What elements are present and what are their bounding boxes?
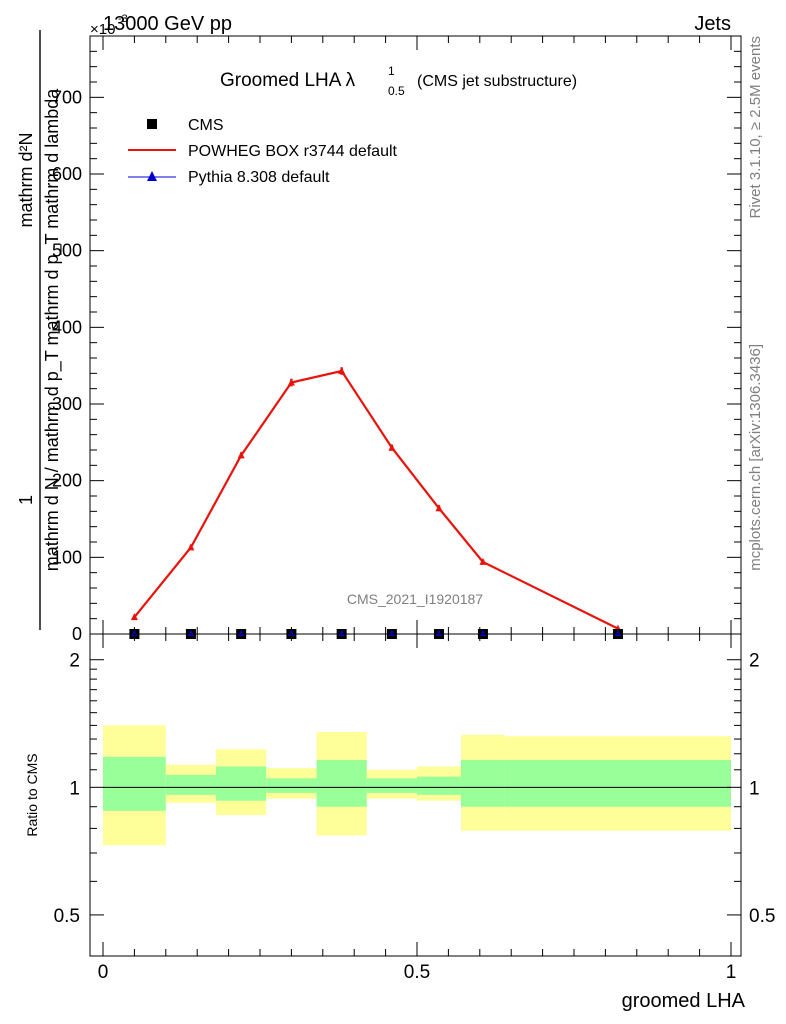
legend-pythia-label: Pythia 8.308 default [188,169,330,186]
main-ytick-label: 600 [52,164,82,184]
ratio-inner-band [417,776,461,795]
main-ytick-label: 500 [52,241,82,261]
ratio-ytick-label: 2 [69,651,80,672]
ylabel-numerator: 1 [16,495,36,505]
ratio-ytick-label-right: 1 [749,778,760,799]
powheg-point [435,504,443,512]
ratio-inner-band [316,760,367,807]
ratio-xtick-label: 0 [98,962,109,983]
ratio-inner-band [103,756,166,811]
ratio-inner-band [366,778,417,793]
exponent-marker: ×10 [90,21,115,38]
legend-cms-marker [147,119,157,129]
powheg-point [187,543,195,551]
title-suffix: (CMS jet substructure) [417,73,577,90]
ratio-ylabel: Ratio to CMS [24,753,40,836]
header-process-label: Jets [694,13,731,35]
title-sup: 1 [388,64,395,78]
analysis-watermark: CMS_2021_I1920187 [347,591,483,607]
rivet-label: Rivet 3.1.10, ≥ 2.5M events [747,36,764,219]
ratio-ytick-label-right: 0.5 [749,906,775,927]
ratio-xtick-label: 1 [726,962,737,983]
ratio-inner-band [460,760,505,807]
ratio-xtick-label: 0.5 [404,962,430,983]
ratio-ytick-label: 0.5 [54,906,80,927]
main-ytick-label: 200 [52,471,82,491]
ylabel-denominator: mathrm d N / mathrm d p_T mathrm d p_T m… [42,88,63,571]
ratio-inner-band [266,778,317,793]
powheg-point [479,557,487,565]
title-sub: 0.5 [388,84,405,98]
x-axis-label: groomed LHA [622,990,746,1012]
main-ytick-label: 0 [72,624,82,644]
legend-cms-label: CMS [188,117,224,134]
powheg-point [388,443,396,451]
header-energy-label: 13000 GeV pp [103,13,232,35]
powheg-point [287,378,295,386]
powheg-point [237,451,245,459]
powheg-series-line [133,369,619,630]
ratio-inner-band [165,774,217,795]
main-ylabel: 1 mathrm d²N mathrm d N / mathrm d p_T m… [16,30,63,630]
main-ytick-label: 400 [52,317,82,337]
exponent-value: -3 [118,13,128,25]
ratio-panel-frame [89,633,742,957]
powheg-point [338,367,346,375]
legend-powheg-label: POWHEG BOX r3744 default [188,143,398,160]
ratio-bands [103,725,731,846]
main-ytick-label: 300 [52,394,82,414]
main-ytick-label: 700 [52,87,82,107]
title-main: Groomed LHA λ [220,70,356,91]
ratio-inner-band [216,766,267,801]
ratio-inner-band [504,760,731,807]
main-ytick-label: 100 [52,547,82,567]
legend: CMS POWHEG BOX r3744 default Pythia 8.30… [128,117,398,186]
powheg-point [130,613,138,621]
plot-title: Groomed LHA λ 1 0.5 (CMS jet substructur… [220,64,577,98]
ylabel-numerator-right: mathrm d²N [16,132,36,227]
main-axes: 0 100 200 300 400 500 600 700 [52,36,741,644]
legend-pythia-marker [147,171,157,181]
ratio-ytick-label-right: 2 [749,651,760,672]
ratio-axes: 0.5 0.5 1 1 2 2 0 0.5 1 [54,634,775,983]
ratio-ytick-label: 1 [69,778,80,799]
mcplots-label: mcplots.cern.ch [arXiv:1306.3436] [747,344,764,571]
